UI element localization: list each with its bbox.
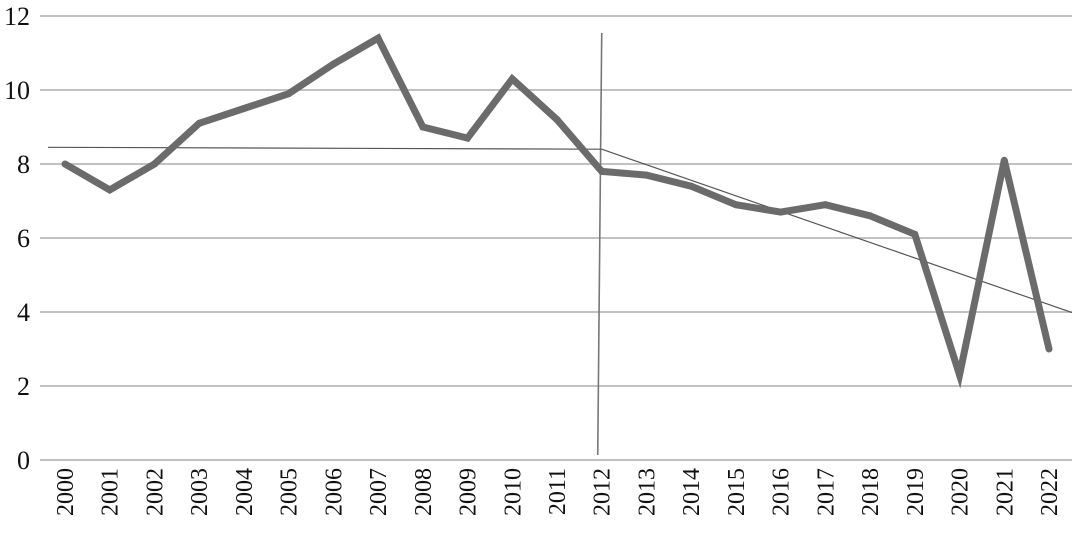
data-point [508,75,516,83]
y-axis-ticks: 0 2 4 6 8 10 12 [4,2,30,475]
trendlines [47,32,1073,456]
trendline-2 [601,148,1073,314]
data-point [821,201,829,209]
x-tick-label: 2006 [321,468,347,516]
y-tick-label: 2 [17,372,30,401]
data-point [866,212,874,220]
x-tick-label: 2002 [142,468,168,516]
y-tick-label: 6 [17,224,30,253]
data-point [732,201,740,209]
data-point [374,34,382,42]
x-tick-label: 2005 [277,468,303,516]
y-tick-label: 12 [4,2,30,31]
x-tick-label: 2022 [1037,468,1063,516]
x-tick-label: 2009 [456,468,482,516]
data-point [419,123,427,131]
data-point [1045,345,1053,353]
y-tick-label: 10 [4,76,30,105]
x-tick-label: 2021 [992,468,1018,516]
data-point [911,230,919,238]
trendline-1 [47,146,602,150]
x-tick-label: 2020 [948,468,974,516]
vertical-marker-line [596,32,603,456]
x-tick-label: 2000 [53,468,79,516]
x-tick-label: 2014 [679,468,705,516]
x-tick-label: 2013 [634,468,660,516]
series-line [63,33,1053,389]
data-point [195,119,203,127]
data-point [106,186,114,194]
data-point [598,167,606,175]
data-point [687,182,695,190]
x-tick-label: 2010 [500,468,526,516]
x-tick-label: 2001 [98,468,124,516]
data-point [777,208,785,216]
x-tick-label: 2019 [903,468,929,516]
gridlines [40,15,1072,461]
data-point [464,134,472,142]
x-tick-label: 2016 [769,468,795,516]
data-point [285,90,293,98]
data-point [61,160,69,168]
x-tick-label: 2018 [858,468,884,516]
x-tick-label: 2017 [813,468,839,516]
x-axis-ticks: 2000 2001 2002 2003 2004 2005 2006 2007 2008 2009… [53,468,1063,516]
data-point [553,116,561,124]
x-tick-label: 2007 [366,468,392,516]
x-tick-label: 2008 [411,468,437,516]
data-point [150,160,158,168]
y-tick-label: 8 [17,150,30,179]
data-point [329,60,337,68]
x-tick-label: 2015 [724,468,750,516]
x-tick-label: 2011 [545,468,571,515]
y-tick-label: 4 [17,298,30,327]
data-point [240,105,248,112]
x-tick-label: 2012 [590,468,616,516]
data-point [642,171,650,179]
x-tick-label: 2003 [187,468,213,516]
data-point [1000,156,1008,164]
x-tick-label: 2004 [232,468,258,516]
series-lines [61,33,1053,389]
data-point [956,371,964,379]
y-tick-label: 0 [17,446,30,475]
